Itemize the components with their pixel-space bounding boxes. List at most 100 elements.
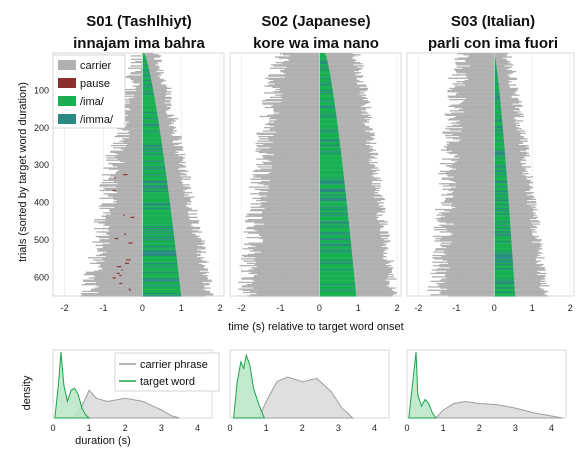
trial-target-word	[319, 130, 339, 132]
trial-target-word	[494, 177, 507, 179]
trial-carrier-pre	[446, 141, 495, 143]
trial-carrier-pre	[248, 186, 320, 188]
trial-carrier-post	[160, 131, 173, 133]
trial-target-word	[494, 123, 503, 125]
trial-carrier-pre	[453, 68, 495, 71]
trial-carrier-post	[327, 61, 360, 64]
trial-carrier-pre	[258, 135, 320, 138]
trial-carrier-pre	[446, 147, 495, 149]
trial-carrier-post	[339, 138, 375, 140]
trial-carrier-pre	[241, 278, 320, 280]
trial-carrier-pre	[111, 164, 143, 166]
trial-carrier-post	[505, 160, 521, 162]
trial-target-word	[494, 268, 514, 270]
trial-carrier-pre	[267, 82, 320, 84]
trial-carrier-post	[158, 118, 179, 120]
trial-carrier-post	[514, 278, 546, 280]
trial-carrier-post	[161, 138, 182, 140]
trial-carrier-pre	[108, 162, 143, 165]
trial-target-word	[142, 65, 149, 67]
trial-target-word	[494, 90, 500, 92]
trial-carrier-pre	[262, 102, 320, 104]
x-tick-label: 1	[530, 303, 535, 313]
trial-carrier-pre	[112, 165, 143, 167]
trial-carrier-post	[507, 188, 530, 191]
trial-carrier-pre	[253, 229, 320, 231]
trial-carrier-pre	[454, 69, 495, 72]
trial-target-word	[494, 176, 507, 178]
trial-carrier-pre	[446, 125, 495, 128]
trial-carrier-post	[338, 128, 373, 130]
trial-carrier-pre	[129, 77, 143, 79]
trial-carrier-pre	[268, 118, 320, 120]
trial-target-word	[494, 67, 497, 69]
trial-carrier-pre	[447, 119, 495, 121]
trial-carrier-post	[332, 85, 367, 87]
trial-carrier-post	[177, 261, 209, 263]
x-tick-label: 2	[568, 303, 573, 313]
trial-carrier-pre	[131, 81, 143, 83]
trial-carrier-pre	[242, 277, 320, 279]
trial-target-word	[494, 138, 504, 140]
trial-carrier-post	[344, 185, 382, 187]
trial-carrier-post	[507, 187, 532, 189]
trial-carrier-pre	[458, 135, 495, 138]
trial-carrier-pre	[446, 165, 495, 167]
trial-target-word	[494, 76, 498, 78]
trial-target-word	[319, 150, 341, 152]
trial-carrier-pre	[445, 128, 495, 130]
trial-carrier-pre	[255, 150, 320, 152]
trial-target-word	[494, 249, 513, 251]
trial-target-word	[319, 208, 348, 211]
trial-carrier-post	[163, 156, 183, 158]
trial-carrier-pre	[91, 288, 143, 290]
trial-target-word	[319, 140, 340, 142]
trial-carrier-post	[346, 197, 384, 199]
trial-carrier-pre	[262, 103, 320, 105]
trial-carrier-pre	[129, 100, 143, 102]
trial-target-word	[142, 158, 165, 160]
trial-carrier-post	[340, 149, 376, 151]
trial-carrier-pre	[432, 235, 495, 238]
trial-carrier-post	[331, 83, 358, 85]
trial-carrier-post	[494, 54, 507, 56]
trial-target-word	[142, 74, 151, 76]
trial-target-word	[494, 112, 502, 114]
trial-target-word	[319, 247, 352, 249]
trial-carrier-post	[166, 175, 181, 177]
trial-carrier-post	[340, 147, 370, 149]
trial-carrier-post	[348, 216, 379, 219]
trial-carrier-post	[500, 104, 522, 106]
trial-target-word	[142, 220, 173, 222]
trial-carrier-post	[154, 98, 166, 101]
trial-carrier-post	[335, 109, 366, 111]
trial-carrier-pre	[267, 190, 320, 193]
trial-carrier-post	[177, 266, 205, 268]
trial-carrier-pre	[454, 155, 495, 157]
trial-carrier-post	[160, 134, 173, 137]
trial-carrier-pre	[451, 241, 495, 243]
trial-target-word	[319, 281, 355, 284]
trial-target-word	[494, 153, 506, 156]
trial-target-word	[142, 124, 160, 127]
trial-target-word	[494, 202, 509, 204]
trial-carrier-post	[356, 294, 394, 296]
carrier-density-area	[258, 376, 355, 419]
trial-carrier-post	[174, 238, 202, 240]
trial-carrier-post	[338, 129, 373, 131]
density-x-tick-label: 2	[123, 423, 128, 433]
trial-carrier-post	[162, 146, 183, 148]
trial-carrier-pre	[445, 222, 495, 224]
trial-carrier-post	[147, 61, 158, 64]
carrier-density-area	[73, 389, 180, 419]
trial-target-word	[319, 273, 355, 276]
trial-carrier-post	[153, 91, 172, 93]
trial-carrier-post	[169, 201, 192, 203]
trial-carrier-post	[162, 144, 175, 147]
trial-carrier-post	[329, 69, 360, 72]
trial-carrier-pre	[284, 76, 320, 78]
trial-carrier-pre	[108, 178, 143, 180]
trial-carrier-post	[495, 56, 512, 58]
trial-target-word	[319, 56, 327, 58]
trial-carrier-pre	[259, 115, 320, 118]
